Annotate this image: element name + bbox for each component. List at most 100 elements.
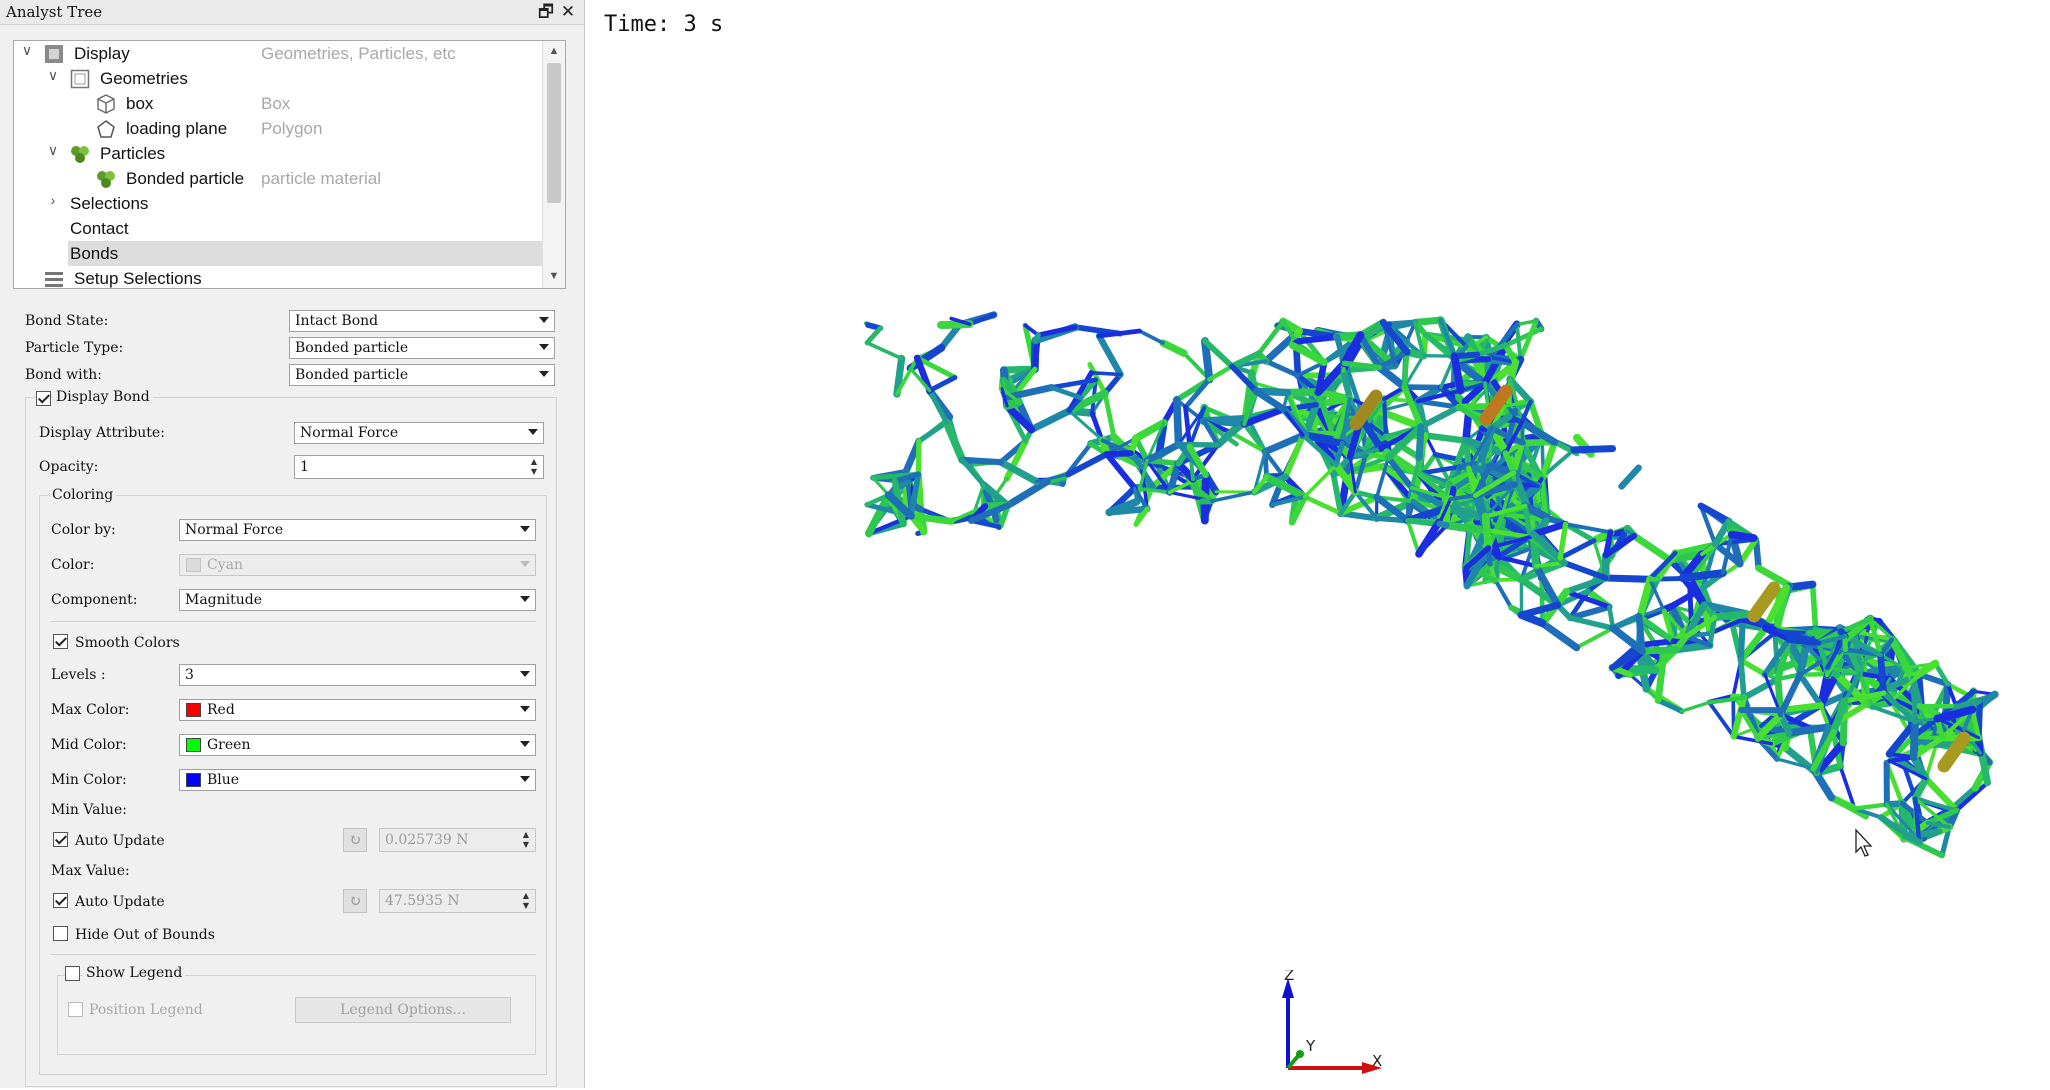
display-bond-label: Display Bond	[53, 389, 153, 405]
opacity-spinbox[interactable]: 1 ▲▼	[294, 455, 544, 479]
tree-scrollbar[interactable]: ▲ ▼	[542, 41, 565, 288]
bond-segment	[1163, 343, 1184, 353]
min-color-swatch	[186, 773, 201, 787]
dropdown-arrow-icon	[520, 526, 530, 532]
refresh-icon[interactable]: ↻	[343, 828, 367, 852]
tree-item-selections[interactable]: › Selections	[14, 191, 542, 216]
bond-segment	[1560, 541, 1594, 558]
bond-segment	[1209, 366, 1232, 379]
tree-item-particles[interactable]: ∨ Particles	[14, 141, 542, 166]
close-icon[interactable]: ✕	[558, 1, 578, 23]
tree-item-label: Display	[74, 44, 130, 64]
bond-segment	[1008, 482, 1047, 506]
bond-segment	[1521, 321, 1537, 360]
bond-segment	[1405, 387, 1441, 388]
tree-item-display[interactable]: ∨ Display Geometries, Particles, etc	[14, 41, 542, 66]
restore-icon[interactable]: 🗗	[536, 1, 556, 23]
max-value-label: Max Value:	[51, 863, 130, 879]
component-value: Magnitude	[185, 592, 262, 608]
3d-viewport[interactable]: Time: 3 s Z Y X	[586, 0, 2050, 1088]
tree-item-contact[interactable]: Contact	[14, 216, 542, 241]
bond-segment	[1732, 535, 1754, 538]
tree-item-bonds[interactable]: Bonds	[68, 241, 542, 266]
polygon-icon	[96, 119, 116, 139]
bond-segment	[1577, 628, 1613, 647]
max-value-spinbox[interactable]: 47.5935 N ▲▼	[379, 889, 536, 913]
bond-with-select[interactable]: Bonded particle	[289, 364, 555, 386]
tree-item-bonded-particle[interactable]: Bonded particle particle material	[14, 166, 542, 191]
tree-item-label: box	[126, 94, 153, 114]
display-icon	[44, 44, 64, 64]
smooth-colors-checkbox[interactable]	[53, 634, 68, 649]
chevron-down-icon[interactable]: ∨	[46, 67, 60, 84]
legend-options-button[interactable]: Legend Options...	[295, 997, 511, 1023]
bond-segment	[1881, 655, 1884, 693]
tree-item-label: Geometries	[100, 69, 188, 89]
dropdown-arrow-icon	[539, 344, 549, 350]
separator	[51, 954, 536, 955]
tree-item-label: Bonds	[70, 244, 118, 264]
particle-type-label: Particle Type:	[25, 340, 123, 356]
axis-x-label: X	[1372, 1052, 1382, 1070]
color-by-select[interactable]: Normal Force	[179, 519, 536, 541]
particle-type-select[interactable]: Bonded particle	[289, 337, 555, 359]
mid-color-select[interactable]: Green	[179, 734, 536, 756]
mouse-cursor-icon	[1854, 828, 1876, 858]
bond-segment	[930, 378, 955, 391]
max-color-select[interactable]: Red	[179, 699, 536, 721]
bond-segment	[1574, 449, 1613, 450]
chevron-right-icon[interactable]: ›	[46, 192, 60, 208]
panel-title: Analyst Tree	[6, 3, 102, 21]
spin-arrows-icon[interactable]: ▲▼	[519, 891, 533, 911]
chevron-down-icon[interactable]: ∨	[46, 142, 60, 159]
levels-select[interactable]: 3	[179, 664, 536, 686]
display-bond-checkbox[interactable]	[36, 391, 51, 406]
bond-segment	[1105, 393, 1114, 436]
dropdown-arrow-icon	[520, 671, 530, 677]
bond-segment	[1384, 399, 1386, 437]
bond-segment	[1915, 779, 1926, 799]
spin-arrows-icon[interactable]: ▲▼	[519, 830, 533, 850]
component-select[interactable]: Magnitude	[179, 589, 536, 611]
bond-segment	[1091, 373, 1120, 375]
min-color-select[interactable]: Blue	[179, 769, 536, 791]
bond-segment	[1408, 521, 1419, 554]
bond-segment	[918, 441, 919, 474]
position-legend-checkbox[interactable]	[68, 1002, 83, 1017]
bond-segment	[1007, 402, 1019, 406]
display-attribute-select[interactable]: Normal Force	[294, 422, 544, 444]
bond-segment	[1266, 361, 1298, 375]
axis-y-label: Y	[1305, 1037, 1316, 1055]
bond-segment	[1052, 388, 1082, 398]
scrollbar-thumb[interactable]	[547, 63, 561, 203]
bond-with-label: Bond with:	[25, 367, 102, 383]
hide-out-of-bounds-checkbox[interactable]	[53, 926, 68, 941]
min-value-spinbox[interactable]: 0.025739 N ▲▼	[379, 828, 536, 852]
bond-segment	[1517, 324, 1521, 359]
color-select[interactable]: Cyan	[179, 554, 536, 576]
tree-item-label: Contact	[70, 219, 129, 239]
tree-item-setup-selections[interactable]: Setup Selections	[14, 266, 542, 289]
tree-item-box[interactable]: box Box	[14, 91, 542, 116]
bond-segment	[1634, 536, 1670, 560]
max-auto-update-checkbox[interactable]	[53, 893, 68, 908]
min-auto-update-checkbox[interactable]	[53, 832, 68, 847]
scroll-down-icon[interactable]: ▼	[547, 270, 561, 284]
tree-item-loading-plane[interactable]: loading plane Polygon	[14, 116, 542, 141]
spin-arrows-icon[interactable]: ▲▼	[527, 457, 541, 477]
max-color-value: Red	[207, 702, 235, 718]
scroll-up-icon[interactable]: ▲	[547, 45, 561, 59]
bond-segment	[1682, 702, 1710, 711]
refresh-icon[interactable]: ↻	[343, 889, 367, 913]
tree-item-geometries[interactable]: ∨ Geometries	[14, 66, 542, 91]
bond-segment	[1543, 623, 1577, 647]
bond-segment	[1405, 352, 1408, 387]
chevron-down-icon[interactable]: ∨	[20, 42, 34, 59]
opacity-value: 1	[300, 459, 309, 475]
color-by-value: Normal Force	[185, 522, 283, 538]
bond-state-select[interactable]: Intact Bond	[289, 310, 555, 332]
tree-item-label: loading plane	[126, 119, 227, 139]
show-legend-checkbox[interactable]	[65, 966, 80, 981]
bond-with-value: Bonded particle	[295, 367, 408, 383]
display-attribute-label: Display Attribute:	[39, 425, 165, 441]
